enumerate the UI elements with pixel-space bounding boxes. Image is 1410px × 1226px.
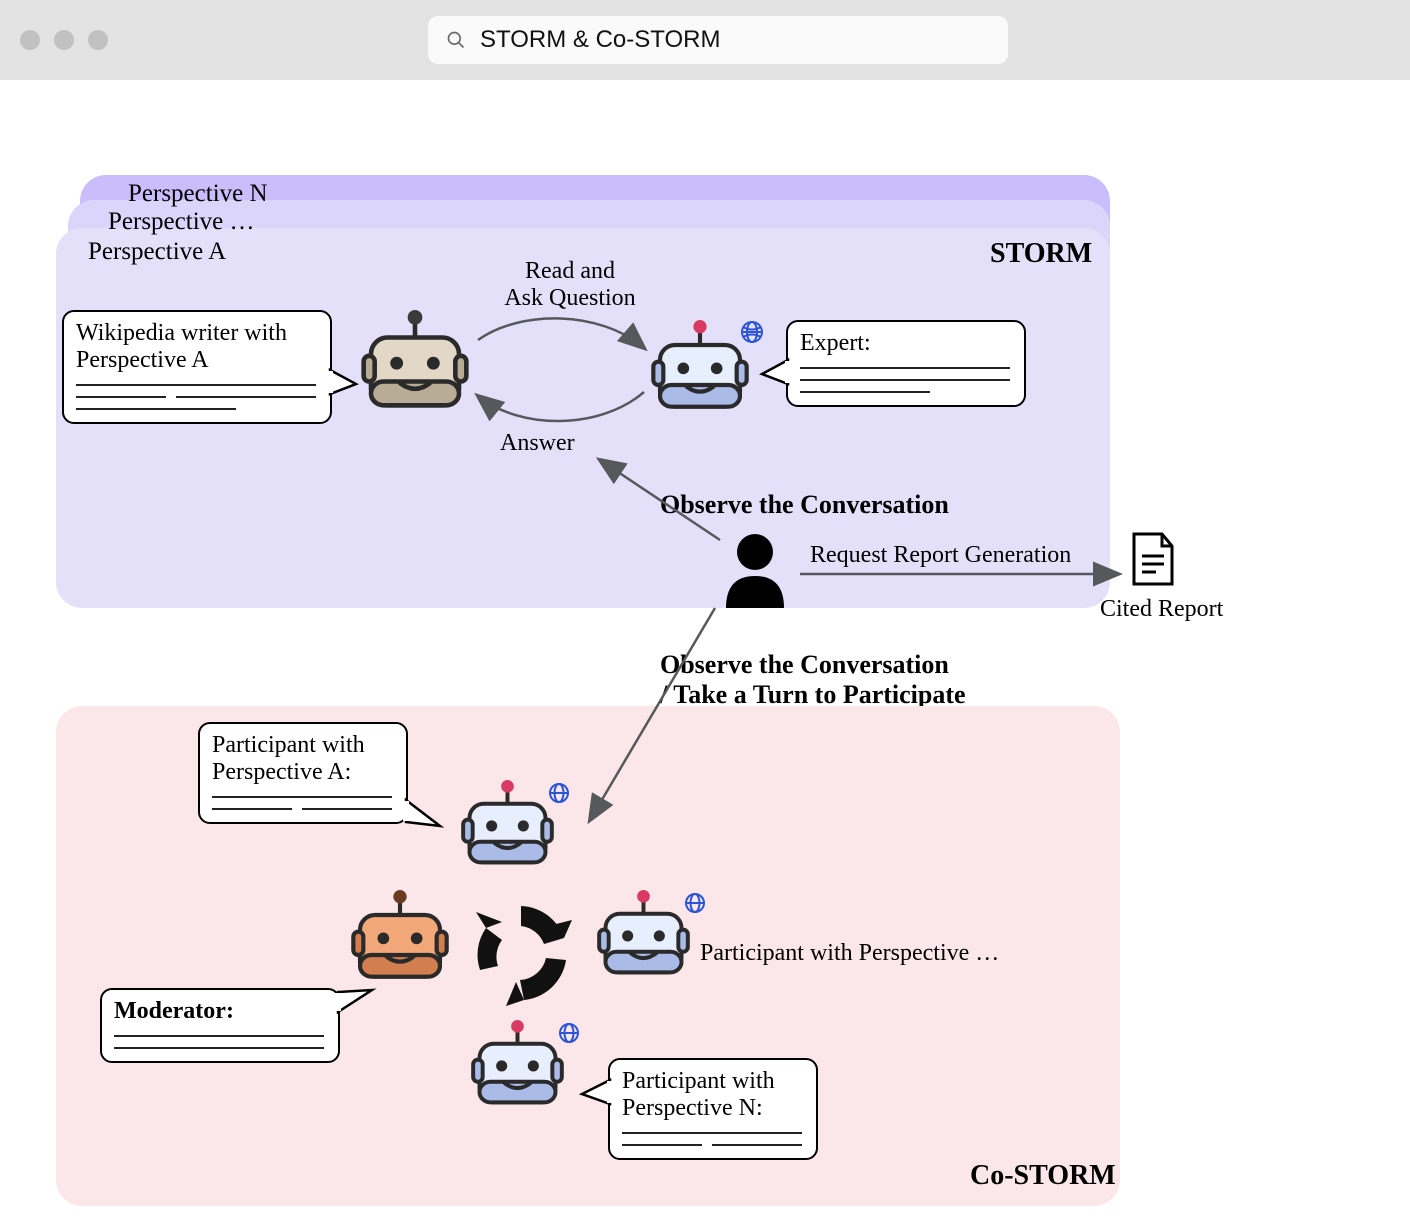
user-icon [720, 530, 790, 615]
participant-a-bubble: Participant with Perspective A: [198, 722, 408, 824]
participant-a-line1: Participant with [212, 732, 394, 759]
request-report-label: Request Report Generation [810, 542, 1071, 569]
robot-expert-icon [650, 320, 750, 420]
globe-icon [740, 320, 764, 344]
perspective-dots-label: Perspective … [108, 208, 254, 236]
cited-report-label: Cited Report [1100, 596, 1223, 623]
robot-participant-dots-icon [596, 890, 691, 985]
observe-bottom-label: Observe the Conversation / Take a Turn t… [660, 650, 966, 710]
writer-bubble-line1: Wikipedia writer with [76, 320, 318, 347]
participant-n-line2: Perspective N: [622, 1095, 804, 1122]
placeholder-lines [800, 367, 1012, 393]
search-text: STORM & Co-STORM [480, 26, 720, 54]
expert-bubble: Expert: [786, 320, 1026, 407]
placeholder-lines [622, 1132, 804, 1146]
moderator-label: Moderator: [114, 998, 326, 1025]
placeholder-lines [114, 1035, 326, 1049]
traffic-lights [20, 30, 108, 50]
robot-participant-n-icon [470, 1020, 565, 1115]
bubble-tail [580, 1080, 614, 1110]
traffic-dot [20, 30, 40, 50]
moderator-bubble: Moderator: [100, 988, 340, 1063]
answer-label: Answer [500, 430, 575, 457]
globe-icon [548, 782, 570, 804]
bubble-tail [760, 360, 790, 390]
traffic-dot [88, 30, 108, 50]
read-ask-label: Read and Ask Question [480, 258, 660, 312]
placeholder-lines [212, 796, 394, 810]
writer-bubble: Wikipedia writer with Perspective A [62, 310, 332, 424]
perspective-n-label: Perspective N [128, 180, 268, 208]
storm-title: STORM [990, 238, 1092, 270]
diagram-canvas: Perspective N Perspective … Perspective … [0, 80, 1410, 1226]
cycle-icon [466, 898, 576, 1013]
robot-moderator-icon [350, 890, 450, 990]
participant-n-line1: Participant with [622, 1068, 804, 1095]
report-icon [1128, 530, 1178, 595]
writer-bubble-line2: Perspective A [76, 347, 318, 374]
globe-icon [558, 1022, 580, 1044]
globe-icon [684, 892, 706, 914]
observe-top-label: Observe the Conversation [660, 490, 949, 520]
perspective-a-label: Perspective A [88, 238, 226, 266]
search-icon [446, 30, 466, 50]
expert-bubble-label: Expert: [800, 330, 1012, 357]
bubble-tail [406, 800, 446, 840]
participant-a-line2: Perspective A: [212, 759, 394, 786]
search-box[interactable]: STORM & Co-STORM [428, 16, 1008, 64]
bubble-tail [330, 370, 360, 400]
costorm-title: Co-STORM [970, 1160, 1116, 1192]
bubble-tail [338, 990, 378, 1030]
traffic-dot [54, 30, 74, 50]
participant-dots-label: Participant with Perspective … [700, 940, 999, 967]
participant-n-bubble: Participant with Perspective N: [608, 1058, 818, 1160]
robot-participant-a-icon [460, 780, 555, 875]
placeholder-lines [76, 384, 318, 410]
window-titlebar: STORM & Co-STORM [0, 0, 1410, 80]
robot-writer-icon [360, 310, 470, 420]
